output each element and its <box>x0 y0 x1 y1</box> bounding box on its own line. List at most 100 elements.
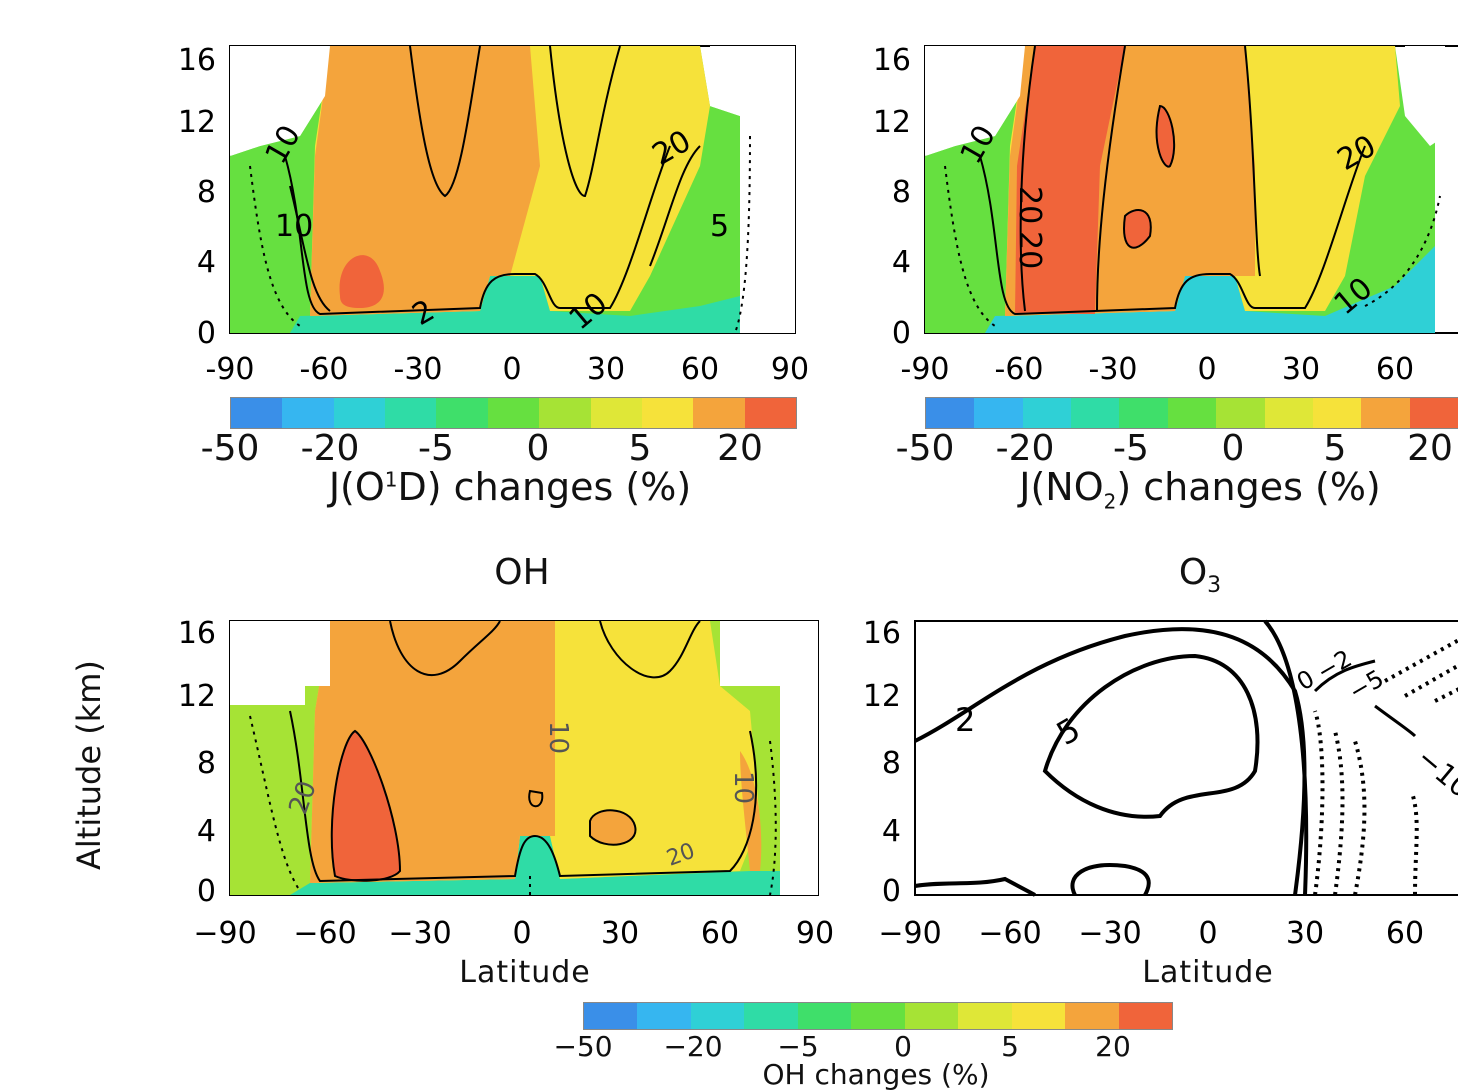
contour-line <box>289 710 758 883</box>
contour-line <box>649 145 701 267</box>
colorbar-swatch <box>851 1003 905 1029</box>
colorbar-tick: -5 <box>1113 428 1149 469</box>
y-tick-label: 0 <box>892 316 911 351</box>
x-tick-label: 0 <box>1197 352 1216 387</box>
o3-plot: 2 5 0 −2 −5 −10 0 4 8 12 16 −90 −60 −30 … <box>863 616 1458 951</box>
jo1d-colorbar-ticks: -50 -20 -5 0 5 20 <box>201 428 795 469</box>
colorbar-swatch <box>904 1003 959 1029</box>
y-tick-label: 0 <box>197 316 216 351</box>
colorbar-swatch <box>690 1003 745 1029</box>
x-tick-label: -60 <box>300 352 349 387</box>
field-white-top-left <box>230 46 330 156</box>
y-tick-label: 16 <box>178 43 216 78</box>
contour-dotted <box>249 715 777 896</box>
colorbar-swatch <box>1011 1003 1066 1029</box>
contour-dotted <box>944 165 1441 327</box>
x-tick-label: 90 <box>771 352 809 387</box>
contour-label: 5 <box>710 209 729 244</box>
x-tick-label: -30 <box>1089 352 1138 387</box>
contour-line <box>1123 104 1176 249</box>
oh-colorbar-ticks: −50 −20 −5 0 5 20 <box>553 1030 1171 1064</box>
contour-solid <box>1263 619 1309 896</box>
x-tick-label: −30 <box>1078 916 1141 951</box>
contour-solid <box>914 863 1151 897</box>
colorbar-swatch <box>1312 398 1362 428</box>
colorbar-swatch <box>1071 398 1120 428</box>
colorbar-tick: -50 <box>200 428 260 469</box>
contour-solid <box>1042 653 1260 819</box>
field-white-top-left <box>925 46 1025 156</box>
contour-line <box>1019 45 1126 312</box>
colorbar-swatch <box>333 398 386 428</box>
y-tick-label: 12 <box>178 679 216 714</box>
oh-panel-title: OH <box>494 552 550 593</box>
contour-line <box>289 185 331 312</box>
colorbar-tick: -5 <box>418 428 454 469</box>
y-tick-label: 4 <box>197 814 216 849</box>
colorbar-swatch <box>797 1003 852 1029</box>
x-tick-label: -30 <box>394 352 443 387</box>
y-axis-label: Altitude (km) <box>70 660 108 870</box>
x-tick-label: −90 <box>878 916 941 951</box>
contour-line <box>409 45 481 198</box>
colorbar-swatch <box>1409 398 1458 428</box>
colorbar-swatch <box>1118 1003 1172 1029</box>
x-tick-label: 30 <box>587 352 625 387</box>
oh-x-axis-label: Latitude <box>459 955 591 990</box>
field-cyan-surface <box>290 836 780 895</box>
colorbar-tick: 20 <box>1407 428 1453 469</box>
contour-line <box>330 729 402 882</box>
colorbar-tick: −20 <box>663 1030 723 1063</box>
contour-dotted <box>249 135 751 334</box>
jo1d-plot: 10 10 20 5 2 10 0 4 8 12 16 -90 -60 -30 … <box>178 43 809 387</box>
field-white-top-left <box>230 621 330 705</box>
colorbar-swatch <box>436 398 488 428</box>
field-red-blob <box>1124 210 1151 248</box>
colorbar-tick: 20 <box>717 428 763 469</box>
field-white-top-right <box>720 621 818 895</box>
contour-line <box>979 145 1366 316</box>
y-tick-label: 4 <box>892 245 911 280</box>
y-tick-label: 0 <box>882 874 901 909</box>
o3-x-axis-label: Latitude <box>1142 955 1274 990</box>
colorbar-tick: −50 <box>553 1030 613 1063</box>
o3-panel-title: O3 <box>1178 552 1222 599</box>
colorbar-swatch <box>282 398 334 428</box>
contour-label: 20 <box>1012 231 1047 269</box>
contour-line <box>1244 45 1261 277</box>
oh-colorbar-title: OH changes (%) <box>762 1058 990 1091</box>
colorbar-tick: 20 <box>1095 1030 1131 1063</box>
colorbar-tick: −5 <box>777 1030 819 1063</box>
contour-line <box>549 45 621 198</box>
x-tick-label: 0 <box>502 352 521 387</box>
y-tick-label: 8 <box>892 175 911 210</box>
contour-line <box>528 789 637 846</box>
colorbar-swatch <box>1361 398 1410 428</box>
x-tick-label: 0 <box>1198 916 1217 951</box>
contour-solid <box>1313 659 1417 738</box>
y-tick-label: 8 <box>197 746 216 781</box>
contour-dotted <box>1384 638 1458 703</box>
x-tick-label: −90 <box>193 916 256 951</box>
contour-label: 10 <box>275 209 313 244</box>
colorbar-tick: -20 <box>995 428 1055 469</box>
jno2-colorbar-ticks: -50 -20 -5 0 5 20 <box>896 428 1453 469</box>
field-white-top-right <box>1405 46 1445 146</box>
field-cyan-surface <box>985 246 1435 333</box>
jno2-colorbar-title: J(NO2) changes (%) <box>1019 465 1381 514</box>
y-tick-label: 16 <box>178 616 216 651</box>
field-cyan-surface <box>290 276 740 333</box>
y-tick-label: 4 <box>882 814 901 849</box>
colorbar-tick: 0 <box>1221 428 1245 469</box>
x-tick-label: 90 <box>796 916 834 951</box>
colorbar-tick: -20 <box>300 428 360 469</box>
field-white-top-right <box>710 46 795 333</box>
colorbar-swatch <box>1119 398 1168 428</box>
y-tick-label: 12 <box>873 105 911 140</box>
colorbar-tick: 5 <box>1323 428 1347 469</box>
jo1d-colorbar <box>230 397 797 429</box>
x-tick-label: 30 <box>601 916 639 951</box>
oh-plot: 10 20 10 20 0 4 8 12 16 −90 −60 −30 0 30… <box>178 616 834 951</box>
field-orange <box>310 46 540 316</box>
x-tick-label: −30 <box>388 916 451 951</box>
